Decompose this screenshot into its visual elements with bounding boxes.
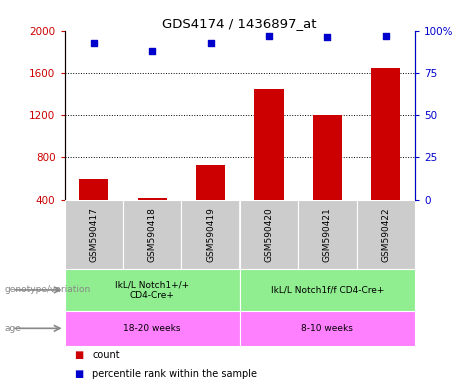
Text: 18-20 weeks: 18-20 weeks [124, 324, 181, 333]
Bar [123, 200, 181, 269]
Text: GSM590417: GSM590417 [89, 207, 98, 262]
Text: ■: ■ [74, 350, 83, 360]
Bar [65, 200, 123, 269]
Bar [65, 311, 240, 346]
Text: GSM590419: GSM590419 [206, 207, 215, 262]
Text: GSM590418: GSM590418 [148, 207, 157, 262]
Point [207, 40, 214, 46]
Text: age: age [5, 324, 22, 333]
Bar [298, 200, 356, 269]
Text: IkL/L Notch1+/+
CD4-Cre+: IkL/L Notch1+/+ CD4-Cre+ [115, 280, 189, 300]
Text: ■: ■ [74, 369, 83, 379]
Bar [371, 68, 400, 242]
Text: percentile rank within the sample: percentile rank within the sample [92, 369, 257, 379]
Text: genotype/variation: genotype/variation [5, 285, 91, 295]
Text: GSM590422: GSM590422 [381, 207, 390, 262]
Point [324, 35, 331, 41]
Bar [356, 200, 415, 269]
Point [90, 40, 97, 46]
Title: GDS4174 / 1436897_at: GDS4174 / 1436897_at [162, 17, 317, 30]
Text: GSM590421: GSM590421 [323, 207, 332, 262]
Bar [137, 198, 167, 242]
Point [382, 33, 390, 39]
Text: IkL/L Notch1f/f CD4-Cre+: IkL/L Notch1f/f CD4-Cre+ [271, 285, 384, 295]
Bar [79, 179, 108, 242]
Bar [313, 115, 342, 242]
Bar [254, 89, 284, 242]
Bar [240, 200, 298, 269]
Bar [196, 165, 225, 242]
Bar [181, 200, 240, 269]
Bar [240, 269, 415, 311]
Text: count: count [92, 350, 120, 360]
Text: GSM590420: GSM590420 [265, 207, 273, 262]
Text: 8-10 weeks: 8-10 weeks [301, 324, 353, 333]
Bar [240, 311, 415, 346]
Point [148, 48, 156, 54]
Point [265, 33, 272, 39]
Bar [65, 269, 240, 311]
